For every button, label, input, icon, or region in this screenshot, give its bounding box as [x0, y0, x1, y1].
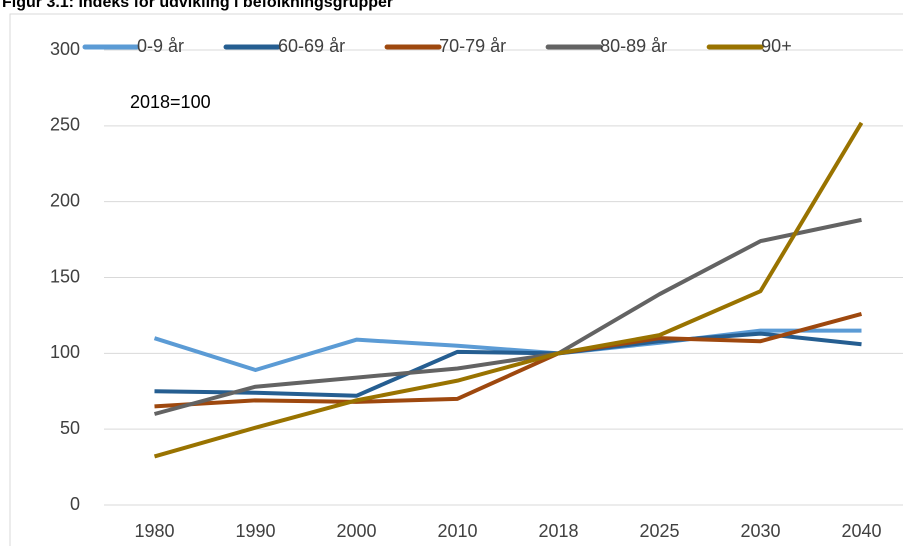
series-line — [154, 311, 863, 409]
x-tick-label: 1980 — [134, 521, 174, 541]
x-tick-label: 2000 — [336, 521, 376, 541]
y-tick-label: 100 — [50, 342, 80, 362]
chart-title: Figur 3.1: Indeks for udvikling i befolk… — [2, 0, 393, 11]
legend-label: 0-9 år — [137, 36, 184, 56]
legend-label: 70-79 år — [439, 36, 506, 56]
y-tick-label: 250 — [50, 115, 80, 135]
legend-label: 80-89 år — [600, 36, 667, 56]
legend-label: 60-69 år — [278, 36, 345, 56]
x-tick-label: 2010 — [437, 521, 477, 541]
y-tick-label: 50 — [60, 418, 80, 438]
y-tick-label: 0 — [70, 494, 80, 514]
chart-frame — [9, 13, 903, 546]
series-line — [154, 331, 862, 398]
series-line — [153, 217, 862, 416]
x-tick-label: 1990 — [235, 521, 275, 541]
x-tick-label: 2018 — [538, 521, 578, 541]
series-line — [153, 328, 862, 373]
x-tick-label: 2025 — [639, 521, 679, 541]
annotation: 2018=100 — [130, 92, 211, 112]
legend-label: 90+ — [761, 36, 792, 56]
y-tick-label: 150 — [50, 266, 80, 286]
y-tick-label: 200 — [50, 190, 80, 210]
x-tick-label: 2040 — [841, 521, 881, 541]
y-tick-label: 300 — [50, 39, 80, 59]
x-tick-label: 2030 — [740, 521, 780, 541]
series-line — [153, 121, 864, 459]
